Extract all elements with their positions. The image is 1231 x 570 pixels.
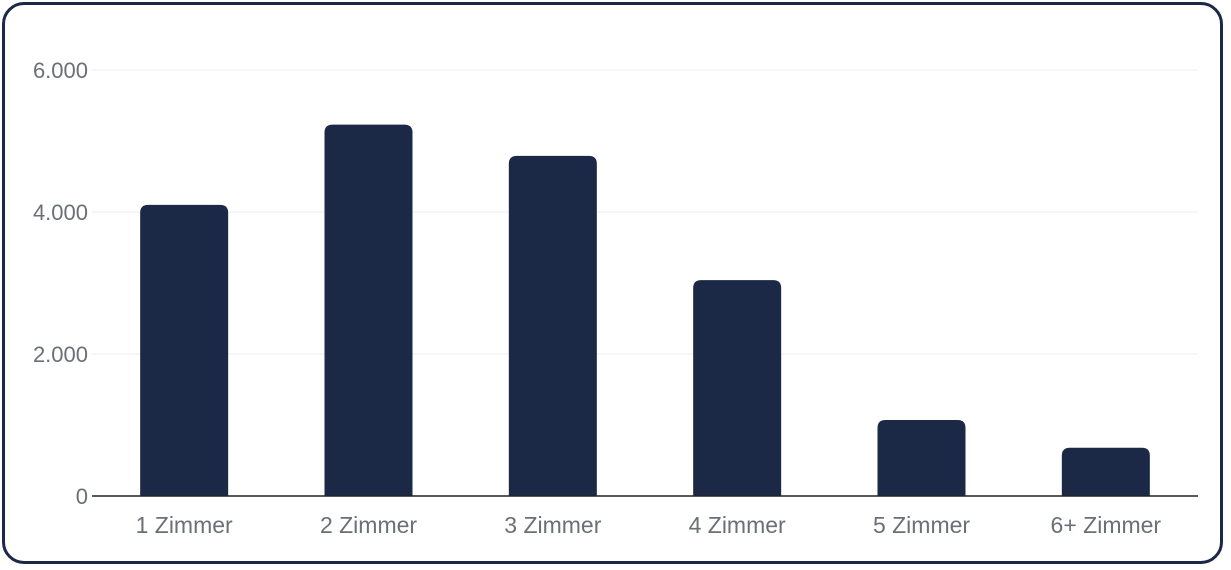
- x-tick-label: 2 Zimmer: [320, 512, 417, 538]
- x-tick-label: 5 Zimmer: [873, 512, 970, 538]
- y-tick-label: 0: [76, 484, 88, 509]
- bar-1-zimmer: [140, 204, 229, 496]
- y-tick-label: 6.000: [33, 58, 88, 83]
- bars: [140, 124, 1150, 497]
- y-axis-ticks: 0 2.000 4.000 6.000: [33, 58, 88, 509]
- bar-3-zimmer: [508, 155, 597, 496]
- bar-6-zimmer: [1061, 447, 1150, 496]
- y-tick-label: 2.000: [33, 342, 88, 367]
- y-tick-label: 4.000: [33, 200, 88, 225]
- x-tick-label: 6+ Zimmer: [1051, 512, 1162, 538]
- x-axis-labels: 1 Zimmer 2 Zimmer 3 Zimmer 4 Zimmer 5 Zimmer…: [136, 512, 1162, 538]
- bar-2-zimmer: [324, 124, 413, 497]
- x-tick-label: 1 Zimmer: [136, 512, 233, 538]
- x-tick-label: 3 Zimmer: [504, 512, 601, 538]
- bar-4-zimmer: [693, 280, 782, 496]
- bar-5-zimmer: [877, 420, 966, 496]
- x-tick-label: 4 Zimmer: [689, 512, 786, 538]
- gridlines: [92, 69, 1198, 355]
